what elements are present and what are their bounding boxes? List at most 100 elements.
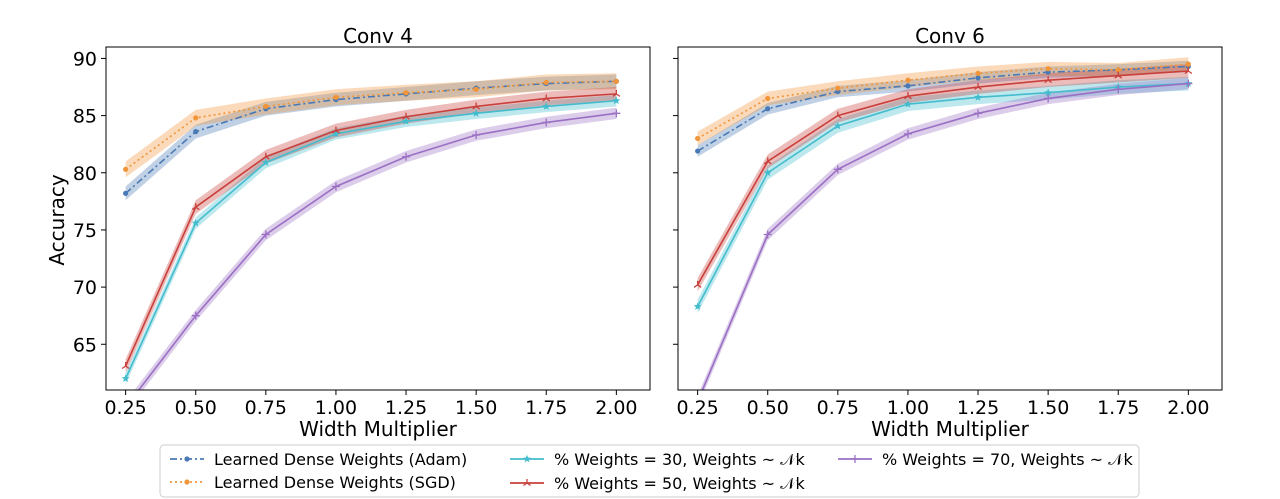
data-point — [905, 83, 911, 89]
series-band-2 — [697, 76, 1189, 314]
data-point — [121, 374, 130, 382]
legend-item: % Weights = 30, Weights ~ 𝒩k — [510, 450, 805, 469]
panel-title: Conv 6 — [915, 24, 985, 48]
data-point — [905, 77, 911, 83]
legend-label: Learned Dense Weights (SGD) — [214, 473, 456, 492]
data-point — [191, 203, 200, 211]
plot-area — [121, 73, 621, 390]
x-tick-label: 0.25 — [676, 397, 718, 419]
data-point — [123, 190, 129, 196]
data-point — [904, 92, 912, 100]
y-axis-label: Accuracy — [45, 174, 69, 265]
data-point — [974, 93, 983, 101]
data-point — [191, 311, 200, 320]
data-point — [191, 218, 200, 227]
data-point — [695, 135, 701, 142]
data-point — [261, 158, 270, 166]
data-point — [833, 121, 842, 130]
series-band-0 — [125, 74, 617, 201]
x-axis-label: Width Multiplier — [871, 417, 1029, 441]
data-point — [472, 109, 481, 117]
data-point — [543, 79, 549, 86]
data-point — [542, 94, 551, 102]
series-line-4 — [701, 82, 1189, 390]
data-point — [693, 302, 702, 310]
series-line-4 — [137, 112, 617, 390]
data-point — [835, 85, 841, 91]
series-band-1 — [697, 57, 1189, 146]
data-point — [833, 111, 842, 119]
plot-area — [693, 57, 1193, 390]
legend-marker — [184, 479, 190, 485]
x-tick-label: 0.50 — [747, 397, 789, 419]
series-line-1 — [697, 63, 1189, 140]
series-line-3 — [124, 93, 617, 367]
series-band-1 — [125, 73, 617, 178]
panel-conv6: 0.25 0.50 0.75 1.00 1.25 1.50 1.75 2.00 Conv 6 Wi… — [673, 24, 1223, 441]
data-point — [975, 75, 981, 81]
data-point — [1045, 66, 1051, 72]
data-point — [402, 112, 410, 120]
x-tick-label: 1.00 — [315, 397, 357, 419]
data-point — [903, 99, 912, 108]
data-point — [332, 126, 340, 134]
data-point — [261, 152, 270, 160]
y-tick-label: 90 — [73, 48, 97, 70]
series-line-2 — [696, 82, 1189, 307]
x-tick-label: 0.25 — [104, 397, 146, 419]
legend-item: % Weights = 50, Weights ~ 𝒩k — [510, 474, 805, 493]
x-tick-label: 1.00 — [887, 397, 929, 419]
legend-label: % Weights = 30, Weights ~ 𝒩k — [554, 450, 805, 469]
data-point — [331, 182, 340, 191]
data-point — [763, 157, 772, 165]
legend-item: Learned Dense Weights (SGD) — [170, 473, 456, 492]
data-point — [693, 280, 702, 288]
y-tick-label: 80 — [73, 163, 97, 185]
data-point — [1114, 71, 1123, 79]
legend-item: % Weights = 70, Weights ~ 𝒩k — [838, 450, 1133, 469]
panel-conv4: 0.25 0.50 0.75 1.00 1.25 1.50 1.75 2.00 65 70 75 80… — [73, 24, 651, 441]
x-tick-label: 0.50 — [175, 397, 217, 419]
data-point — [542, 102, 551, 110]
data-point — [1185, 61, 1191, 67]
plot-frame — [105, 46, 651, 391]
data-point — [974, 109, 983, 118]
data-point — [1114, 85, 1123, 94]
data-point — [263, 103, 269, 110]
series-line-0 — [125, 80, 617, 194]
data-point — [472, 131, 481, 140]
legend: Learned Dense Weights (Adam) Learned Dens… — [159, 444, 1140, 498]
legend-item: Learned Dense Weights (Adam) — [170, 450, 467, 469]
data-point — [1044, 94, 1053, 103]
data-point — [763, 230, 772, 239]
data-point — [472, 102, 481, 110]
data-point — [903, 129, 912, 138]
data-point — [261, 230, 270, 239]
data-point — [1115, 67, 1121, 73]
x-tick-label: 0.75 — [817, 397, 859, 419]
series-band-3 — [697, 64, 1189, 292]
x-tick-label: 1.25 — [957, 397, 999, 419]
data-point — [542, 118, 551, 127]
data-point — [121, 361, 130, 370]
data-point — [763, 168, 772, 177]
data-point — [974, 83, 982, 91]
data-point — [695, 148, 701, 154]
data-point — [193, 129, 199, 135]
x-tick-label: 1.75 — [1097, 397, 1139, 419]
data-point — [1184, 79, 1193, 88]
data-point — [473, 86, 479, 92]
panel-title: Conv 4 — [343, 24, 413, 48]
legend-marker — [523, 479, 531, 487]
data-point — [1044, 76, 1053, 84]
y-tick-label: 70 — [73, 277, 97, 299]
data-point — [402, 117, 411, 125]
legend-marker — [523, 454, 531, 463]
data-point — [1184, 67, 1193, 75]
series-band-4 — [700, 77, 1189, 390]
series-line-2 — [124, 99, 617, 379]
data-point — [1044, 88, 1053, 97]
data-point — [123, 166, 129, 172]
x-tick-label: 2.00 — [595, 397, 637, 419]
legend-label: Learned Dense Weights (Adam) — [214, 450, 467, 469]
